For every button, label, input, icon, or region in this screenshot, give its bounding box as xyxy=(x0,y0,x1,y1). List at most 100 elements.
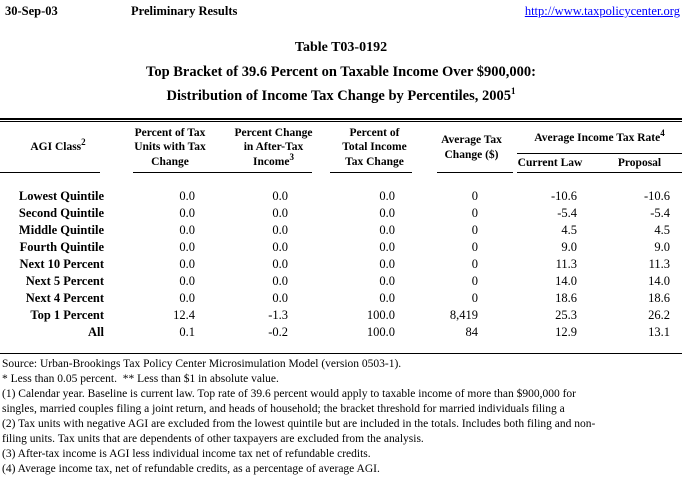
table-row: Fourth Quintile 0.0 0.0 0.0 0 9.0 9.0 xyxy=(0,239,682,256)
cell-pct-units: 0.0 xyxy=(179,206,195,220)
cell-avg-change: 0 xyxy=(471,291,478,305)
cell-pct-change: 0.0 xyxy=(272,274,288,288)
footnote-3: (3) After-tax income is AGI less individ… xyxy=(2,448,371,460)
cell-pct-units: 0.1 xyxy=(179,325,195,339)
col-header-avg-income-tax-rate: Average Income Tax Rate4 xyxy=(517,122,682,154)
cell-avg-change: 0 xyxy=(471,240,478,254)
table-row: Lowest Quintile 0.0 0.0 0.0 0 -10.6 -10.… xyxy=(0,188,682,205)
footnote-4: (4) Average income tax, net of refundabl… xyxy=(2,463,380,475)
status-label: Preliminary Results xyxy=(131,4,238,18)
cell-pct-units: 0.0 xyxy=(179,189,195,203)
row-label: Next 10 Percent xyxy=(19,257,104,271)
table-subtitle: Top Bracket of 39.6 Percent on Taxable I… xyxy=(145,64,536,80)
table-bottom-rule xyxy=(0,353,682,354)
table-row: Next 10 Percent 0.0 0.0 0.0 0 11.3 11.3 xyxy=(0,256,682,273)
cell-pct-change: -1.3 xyxy=(268,308,288,322)
cell-proposal: 4.5 xyxy=(654,223,671,237)
cell-current-law: 9.0 xyxy=(561,240,577,254)
footnote-ref-4: 4 xyxy=(660,127,665,138)
cell-pct-total: 0.0 xyxy=(379,274,395,288)
footnote-ref-2: 2 xyxy=(81,137,86,148)
table-row: Next 5 Percent 0.0 0.0 0.0 0 14.0 14.0 xyxy=(0,273,682,290)
cell-proposal: 13.1 xyxy=(648,325,671,339)
cell-current-law: -5.4 xyxy=(557,206,577,220)
cell-current-law: -10.6 xyxy=(550,189,577,203)
cell-pct-units: 0.0 xyxy=(179,240,195,254)
site-link[interactable]: http://www.taxpolicycenter.org xyxy=(524,4,680,18)
cell-proposal: 26.2 xyxy=(648,308,671,322)
col-header-avg-tax-change: Average Tax Change ($) xyxy=(426,122,517,173)
cell-pct-total: 0.0 xyxy=(379,206,395,220)
col-header-pct-total-income-tax-change: Percent of Total Income Tax Change xyxy=(323,122,426,173)
table-row: Next 4 Percent 0.0 0.0 0.0 0 18.6 18.6 xyxy=(0,290,682,307)
cell-pct-change: 0.0 xyxy=(272,257,288,271)
cell-pct-change: 0.0 xyxy=(272,206,288,220)
footnote-ref-1: 1 xyxy=(511,86,516,97)
cell-pct-total: 100.0 xyxy=(366,325,395,339)
row-label: All xyxy=(88,325,104,339)
cell-proposal: -10.6 xyxy=(643,189,671,203)
table-top-rule xyxy=(0,118,682,122)
cell-pct-total: 0.0 xyxy=(379,291,395,305)
cell-pct-change: 0.0 xyxy=(272,223,288,237)
cell-pct-change: -0.2 xyxy=(268,325,288,339)
cell-current-law: 4.5 xyxy=(561,223,577,237)
col-header-current-law: Current Law xyxy=(517,154,597,173)
cell-avg-change: 0 xyxy=(471,223,478,237)
footnote-2: (2) Tax units with negative AGI are excl… xyxy=(2,418,596,445)
footnote-ref-3: 3 xyxy=(289,151,294,162)
cell-avg-change: 0 xyxy=(471,274,478,288)
row-label: Lowest Quintile xyxy=(18,189,104,203)
source-note: Source: Urban-Brookings Tax Policy Cente… xyxy=(2,358,402,370)
row-label: Fourth Quintile xyxy=(19,240,104,254)
cell-pct-units: 0.0 xyxy=(179,291,195,305)
cell-proposal: 14.0 xyxy=(648,274,671,288)
table-number-title: Table T03-0192 xyxy=(294,40,388,55)
cell-pct-change: 0.0 xyxy=(272,240,288,254)
cell-pct-total: 0.0 xyxy=(379,240,395,254)
legend-note: * Less than 0.05 percent. ** Less than $… xyxy=(2,373,279,385)
cell-proposal: 18.6 xyxy=(648,291,671,305)
footnote-1: (1) Calendar year. Baseline is current l… xyxy=(2,388,577,415)
page-header: 30-Sep-03 Preliminary Results http://www… xyxy=(0,0,682,22)
cell-current-law: 18.6 xyxy=(555,291,577,305)
cell-current-law: 11.3 xyxy=(555,257,577,271)
notes-block: Source: Urban-Brookings Tax Policy Cente… xyxy=(0,357,682,477)
table-row: All 0.1 -0.2 100.0 84 12.9 13.1 xyxy=(0,324,682,341)
table-subtitle-2: Distribution of Income Tax Change by Per… xyxy=(166,86,516,104)
row-label: Middle Quintile xyxy=(18,223,104,237)
cell-proposal: -5.4 xyxy=(650,206,671,220)
title-block: Table T03-0192 Top Bracket of 39.6 Perce… xyxy=(0,39,682,105)
table-row: Second Quintile 0.0 0.0 0.0 0 -5.4 -5.4 xyxy=(0,205,682,222)
cell-pct-change: 0.0 xyxy=(272,291,288,305)
cell-pct-total: 0.0 xyxy=(379,223,395,237)
row-label: Second Quintile xyxy=(18,206,104,220)
row-label: Next 4 Percent xyxy=(25,291,104,305)
cell-pct-total: 100.0 xyxy=(366,308,395,322)
cell-pct-units: 0.0 xyxy=(179,257,195,271)
cell-pct-total: 0.0 xyxy=(379,257,395,271)
col-header-pct-tax-units: Percent of Tax Units with Tax Change xyxy=(116,122,224,173)
col-header-pct-change-after-tax: Percent Change in After-Tax Income3 xyxy=(224,122,323,173)
table-row: Middle Quintile 0.0 0.0 0.0 0 4.5 4.5 xyxy=(0,222,682,239)
cell-current-law: 14.0 xyxy=(555,274,577,288)
cell-current-law: 25.3 xyxy=(555,308,577,322)
cell-avg-change: 0 xyxy=(471,206,478,220)
cell-pct-total: 0.0 xyxy=(379,189,395,203)
cell-current-law: 12.9 xyxy=(555,325,577,339)
cell-pct-change: 0.0 xyxy=(272,189,288,203)
cell-pct-units: 0.0 xyxy=(179,274,195,288)
cell-avg-change: 8,419 xyxy=(449,308,478,322)
col-header-proposal: Proposal xyxy=(597,154,682,173)
date-label: 30-Sep-03 xyxy=(5,4,58,18)
cell-proposal: 11.3 xyxy=(648,257,671,271)
row-label: Next 5 Percent xyxy=(25,274,104,288)
cell-avg-change: 84 xyxy=(465,325,479,339)
cell-avg-change: 0 xyxy=(471,189,478,203)
cell-pct-units: 12.4 xyxy=(173,308,195,322)
spacer-row xyxy=(0,173,682,188)
cell-pct-units: 0.0 xyxy=(179,223,195,237)
col-header-agi-class: AGI Class2 xyxy=(0,122,116,173)
cell-avg-change: 0 xyxy=(471,257,478,271)
